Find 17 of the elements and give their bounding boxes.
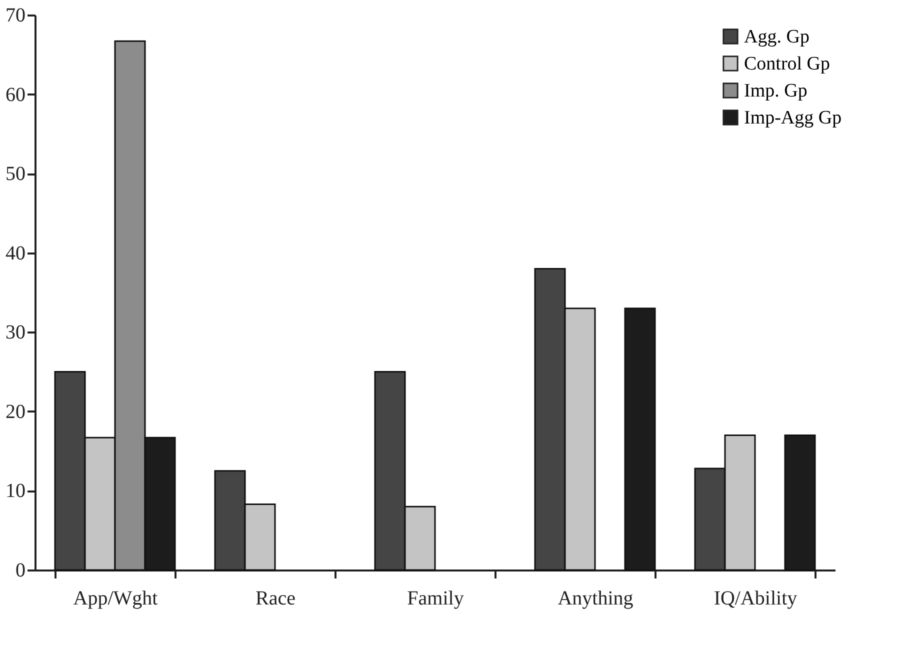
y-tick-label: 20 [6,400,26,423]
legend-label: Control Gp [744,54,830,74]
legend-label: Imp. Gp [744,80,808,102]
x-tick-label: Race [256,588,296,610]
y-tick-label: 50 [6,163,26,186]
y-tick-label: 30 [6,322,26,344]
y-tick-label: 10 [6,480,26,502]
y-tick-label: 40 [6,242,26,264]
x-tick-label: Anything [558,588,634,610]
y-tick-label: 0 [16,560,26,582]
x-tick-label: Family [407,588,464,610]
legend-label: Imp-Agg Gp [744,108,842,128]
x-tick-label: App/Wght [73,588,158,610]
y-tick-label: 60 [6,84,26,106]
y-tick-label: 70 [6,4,26,26]
x-tick-label: IQ/Ability [714,588,798,610]
legend-label: Agg. Gp [744,26,810,48]
